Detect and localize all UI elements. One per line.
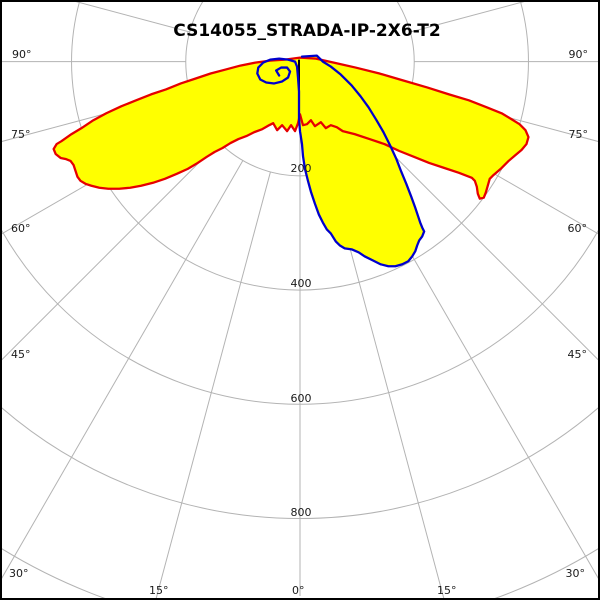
gamma-angle-label: 75° [11, 128, 31, 141]
chart-title: CS14055_STRADA-IP-2X6-T2 [173, 21, 441, 41]
gamma-line [2, 160, 244, 579]
gamma-angle-label: 45° [567, 348, 588, 361]
gamma-angle-label: 15° [437, 584, 457, 597]
gamma-line [329, 171, 445, 598]
gamma-angle-label: 15° [149, 584, 169, 597]
gamma-angle-label: 45° [11, 348, 31, 361]
gamma-angle-label: 90° [568, 48, 589, 61]
gamma-angle-label: 60° [567, 222, 588, 235]
gamma-line [75, 2, 190, 33]
gamma-line [2, 142, 220, 361]
gamma-line [410, 2, 525, 33]
gamma-line [155, 171, 271, 598]
intensity-tick-label: 400 [290, 277, 312, 290]
gamma-angle-label: 0° [292, 584, 305, 597]
gamma-angle-label: 30° [9, 567, 29, 580]
intensity-tick-label: 800 [290, 506, 312, 519]
gamma-angle-label: 60° [11, 222, 31, 235]
gamma-line [380, 142, 598, 361]
c0-c180-curve [52, 56, 530, 200]
intensity-tick-label: 200 [290, 162, 312, 175]
beam-fill-c0 [53, 57, 529, 199]
intensity-tick-label: 600 [290, 392, 312, 405]
gamma-angle-label: 75° [568, 128, 589, 141]
c90-c270-curve [256, 54, 426, 268]
gamma-angle-label: 30° [565, 567, 586, 580]
gamma-angle-label: 90° [12, 48, 32, 61]
